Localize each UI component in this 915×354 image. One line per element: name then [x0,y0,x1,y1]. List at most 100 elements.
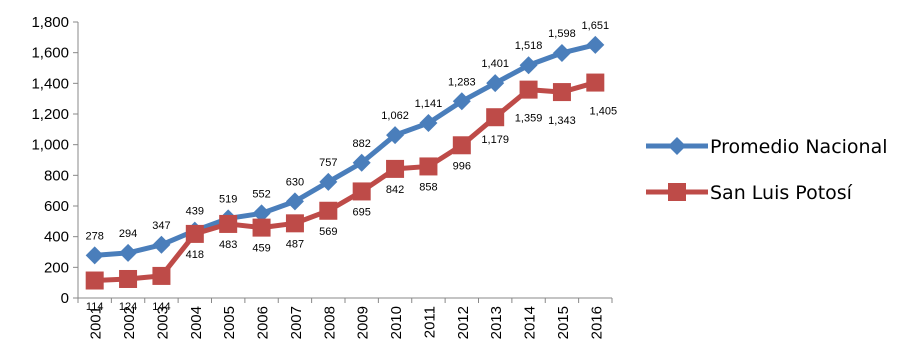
x-axis: 2001 2002 2003 2004 2005 2006 2007 2008 2009 2010… [77,297,613,339]
series-line [94,80,596,284]
legend: Promedio Nacional San Luis Potosí [646,136,888,204]
data-point [119,269,138,288]
legend-marker [668,183,686,201]
data-label: 842 [386,184,404,196]
data-label: 439 [186,206,204,218]
x-tick-label: 2004 [188,306,205,339]
data-label: 1,405 [590,106,618,118]
legend-marker [668,137,686,155]
y-tick-label: 800 [44,167,69,184]
data-point [486,108,505,127]
y-tick-label: 200 [44,259,69,276]
data-point [152,235,171,254]
data-point [419,157,438,176]
data-point [319,172,338,191]
data-point [452,136,471,155]
data-point [386,126,405,145]
data-point [419,114,438,133]
data-label: 294 [119,228,137,240]
data-point [552,43,571,62]
series-1 [85,35,605,265]
y-tick-label: 400 [44,229,69,246]
legend-item-2: San Luis Potosí [646,182,853,204]
data-point [252,204,271,223]
data-point [85,246,104,265]
data-label: 695 [353,206,371,218]
data-point [185,224,204,243]
data-label: 1,062 [381,110,409,122]
data-point [119,243,138,262]
data-label: 459 [252,243,270,255]
data-point [519,56,538,75]
y-tick-label: 1,600 [31,45,69,62]
x-tick-label: 2016 [588,306,605,339]
data-labels: 278 294 347 439 519 552 630 757 882 1,062 1,141 1,2… [86,20,618,313]
data-point [85,271,104,290]
data-point [285,192,304,211]
x-tick-label: 2002 [121,306,138,339]
data-point [152,266,171,285]
x-tick-label: 2009 [355,306,372,339]
y-tick-label: 0 [61,290,69,307]
x-tick-label: 2014 [522,306,539,339]
data-label: 114 [86,301,104,313]
x-tick-label: 2003 [154,306,171,339]
data-point [586,73,605,92]
legend-item-1: Promedio Nacional [646,136,888,158]
data-point [386,159,405,178]
series-2 [85,73,605,290]
x-tick-label: 2005 [221,306,238,339]
series-line [94,42,596,258]
data-label: 1,598 [548,28,576,40]
data-label: 487 [286,238,304,250]
data-label: 996 [453,160,471,172]
data-label: 124 [119,301,137,313]
y-tick-label: 1,000 [31,137,69,154]
x-tick-label: 2008 [321,306,338,339]
data-label: 519 [219,193,237,205]
data-point [252,218,271,237]
data-label: 144 [152,301,170,313]
data-label: 858 [419,181,437,193]
y-tick-label: 1,400 [31,75,69,92]
data-point [352,153,371,172]
x-tick-label: 2011 [421,306,438,338]
x-tick-label: 2007 [288,306,305,339]
data-point [486,74,505,93]
data-label: 552 [252,188,270,200]
data-label: 630 [286,176,304,188]
data-label: 1,359 [515,113,543,125]
data-point [352,182,371,201]
data-point [219,214,238,233]
x-tick-label: 2013 [488,306,505,339]
data-point [452,92,471,111]
y-axis: 0 200 400 600 800 1,000 1,200 1,400 1,600 1,800 [31,14,79,307]
data-label: 418 [186,249,204,261]
data-point [319,201,338,220]
x-tick-label: 2001 [88,306,105,339]
x-tick-label: 2010 [388,306,405,339]
data-point [519,80,538,99]
data-label: 1,518 [515,40,543,52]
data-label: 1,343 [548,115,576,127]
data-label: 757 [319,157,337,169]
data-label: 1,141 [415,98,443,110]
data-point [586,35,605,54]
data-label: 1,401 [481,58,509,70]
x-tick-label: 2012 [455,306,472,339]
series-layer [85,35,605,290]
x-tick-label: 2015 [555,306,572,339]
data-label: 483 [219,239,237,251]
y-tick-label: 1,800 [31,14,69,31]
legend-label: Promedio Nacional [710,136,888,158]
legend-label: San Luis Potosí [710,182,853,204]
data-label: 347 [152,220,170,232]
data-label: 1,283 [448,76,476,88]
data-label: 1,179 [481,134,509,146]
data-label: 278 [86,230,104,242]
data-label: 882 [353,138,371,150]
x-tick-label: 2006 [255,306,272,339]
data-point [285,214,304,233]
data-label: 569 [319,226,337,238]
